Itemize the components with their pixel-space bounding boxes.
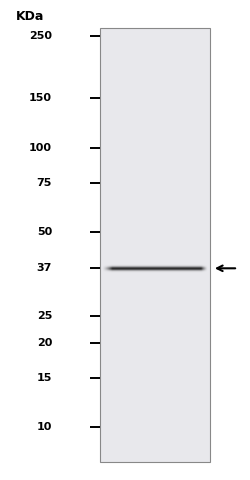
Text: 250: 250	[29, 31, 52, 41]
Text: 20: 20	[36, 338, 52, 348]
Text: 75: 75	[36, 178, 52, 188]
Text: 50: 50	[37, 227, 52, 237]
Text: 25: 25	[36, 311, 52, 321]
Text: 100: 100	[29, 143, 52, 153]
Text: 150: 150	[29, 94, 52, 103]
Bar	[100, 28, 210, 462]
Text: 10: 10	[36, 422, 52, 432]
Text: KDa: KDa	[16, 10, 44, 23]
Text: 37: 37	[36, 264, 52, 273]
Text: 15: 15	[36, 373, 52, 383]
